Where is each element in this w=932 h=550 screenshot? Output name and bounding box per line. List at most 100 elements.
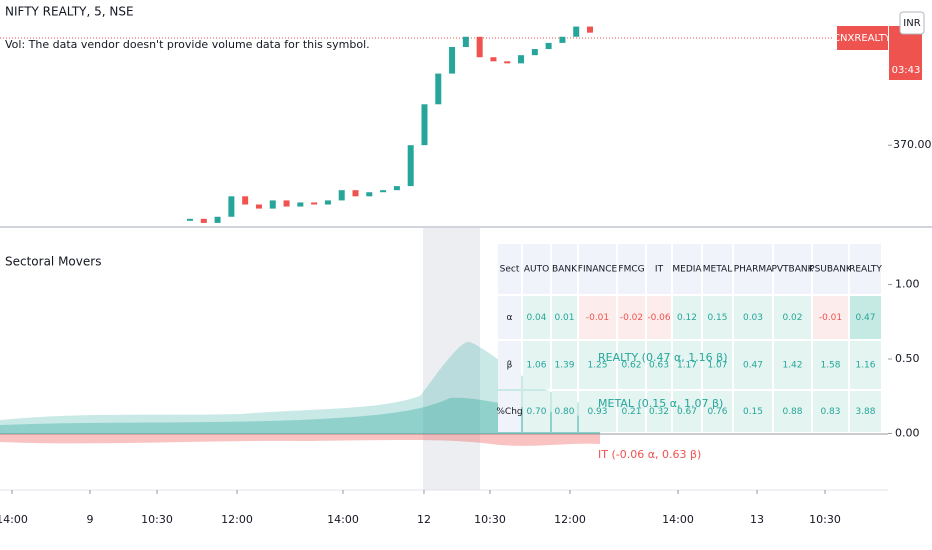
table-header: BANK	[552, 265, 578, 275]
table-cell	[523, 341, 550, 389]
table-cell	[647, 341, 671, 389]
table-value: 1.58	[820, 361, 840, 371]
candle	[435, 73, 442, 105]
candle	[200, 218, 207, 223]
table-header: MEDIA	[672, 265, 702, 275]
candle	[311, 202, 318, 205]
sector-area	[0, 341, 600, 434]
x-tick-label: 14:00	[0, 513, 28, 526]
x-tick-label: 13	[750, 513, 764, 526]
table-cell	[774, 244, 811, 294]
table-cell	[813, 391, 848, 432]
table-cell	[813, 296, 848, 339]
candle	[490, 57, 497, 62]
table-value: 0.02	[782, 313, 802, 323]
table-cell	[813, 244, 848, 294]
x-tick-label: 12:00	[554, 513, 586, 526]
table-cell	[850, 391, 881, 432]
series-label: METAL (0.15 α, 1.07 β)	[598, 397, 723, 410]
table-value: 0.15	[707, 313, 727, 323]
table-cell	[618, 341, 645, 389]
table-value: -0.02	[620, 313, 643, 323]
table-cell	[703, 391, 732, 432]
table-value: 0.15	[743, 407, 763, 417]
x-tick-label: 14:00	[662, 513, 694, 526]
table-cell	[618, 244, 645, 294]
table-cell	[774, 391, 811, 432]
table-value: 1.25	[587, 361, 607, 371]
candle	[545, 42, 552, 50]
candle	[352, 190, 359, 197]
y-tick-label: 370.00	[893, 138, 932, 151]
table-cell	[850, 296, 881, 339]
table-value: 0.21	[621, 407, 641, 417]
table-header: FMCG	[618, 265, 644, 275]
countdown: 03:43	[892, 65, 921, 76]
table-header: IT	[655, 265, 664, 275]
table-value: 1.06	[526, 361, 546, 371]
table-value: %Chg	[496, 407, 522, 417]
table-header: REALTY	[849, 265, 882, 275]
table-value: 0.04	[526, 313, 546, 323]
currency-button[interactable]	[899, 11, 925, 35]
candle	[393, 186, 400, 191]
candle	[518, 55, 525, 64]
table-value: β	[507, 361, 513, 371]
table-cell	[618, 391, 645, 432]
table-value: 1.42	[782, 361, 802, 371]
sector-area	[0, 397, 600, 434]
x-tick-label: 10:30	[809, 513, 841, 526]
candle	[573, 26, 580, 37]
candle	[283, 200, 290, 207]
table-cell	[498, 244, 521, 294]
table-value: 0.67	[677, 407, 697, 417]
table-header: Sect	[500, 265, 520, 275]
table-cell	[734, 244, 772, 294]
table-cell	[647, 296, 671, 339]
table-cell	[498, 391, 521, 432]
table-header: AUTO	[524, 265, 549, 275]
table-cell	[579, 341, 616, 389]
table-cell	[703, 244, 732, 294]
y-tick-label: 1.00	[895, 278, 920, 291]
candle	[531, 49, 538, 56]
table-cell	[647, 391, 671, 432]
table-value: 0.63	[649, 361, 669, 371]
table-value: -0.01	[819, 313, 842, 323]
candle	[407, 145, 414, 187]
x-tick-label: 10:30	[141, 513, 173, 526]
x-tick-label: 14:00	[327, 513, 359, 526]
y-tick-label: 0.00	[895, 426, 920, 439]
table-value: 3.88	[855, 407, 875, 417]
candle	[366, 192, 373, 197]
table-cell	[523, 244, 550, 294]
currency[interactable]: INR	[903, 18, 920, 29]
table-value: 0.88	[782, 407, 802, 417]
candle	[255, 204, 262, 209]
table-value: -0.01	[586, 313, 609, 323]
table-header: METAL	[703, 265, 732, 275]
y-tick-label: 0.50	[895, 352, 920, 365]
table-cell	[813, 341, 848, 389]
table-value: α	[507, 313, 513, 323]
table-cell	[673, 244, 701, 294]
table-value: -0.06	[647, 313, 671, 323]
table-value: 0.70	[526, 407, 546, 417]
x-tick-label: 12	[417, 513, 431, 526]
table-header: FINANCE	[578, 265, 618, 275]
table-cell	[734, 341, 772, 389]
table-cell	[703, 296, 732, 339]
table-cell	[774, 341, 811, 389]
table-value: 0.83	[820, 407, 840, 417]
candle	[476, 36, 483, 58]
table-cell	[552, 244, 577, 294]
table-cell	[673, 391, 701, 432]
candle	[228, 196, 235, 217]
candle	[421, 104, 428, 146]
table-value: 1.17	[677, 361, 697, 371]
price-tag: CNXREALTY	[833, 33, 892, 44]
table-cell	[673, 341, 701, 389]
table-value: 0.80	[554, 407, 574, 417]
x-tick-label: 12:00	[221, 513, 253, 526]
